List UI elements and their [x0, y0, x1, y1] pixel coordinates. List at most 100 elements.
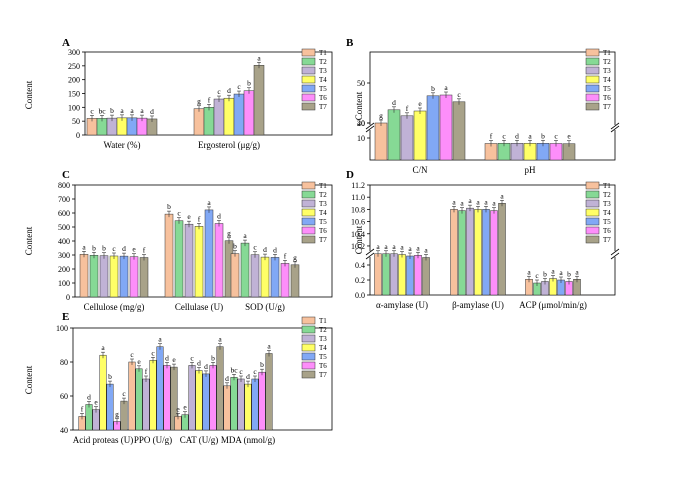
legend-label: T6 — [603, 94, 611, 102]
panel-c-ylabel: Content — [24, 226, 34, 255]
significance-letter: b — [543, 270, 547, 279]
significance-letter: b — [431, 84, 435, 93]
legend-swatch-t4 — [585, 208, 600, 217]
significance-letter: d — [273, 245, 277, 254]
x-category-label: Acid proteas (U) — [73, 435, 133, 445]
legend-swatch-t4 — [301, 343, 316, 352]
bar-d-t6-1 — [490, 210, 498, 296]
legend-label: T2 — [603, 191, 611, 199]
panel-a-label: A — [62, 37, 70, 49]
significance-letter: d — [225, 374, 229, 383]
bar-c-t2-2 — [240, 242, 250, 298]
bar-c-t7-0 — [139, 257, 149, 298]
bar-e-t4-0 — [99, 354, 107, 431]
x-category-label: PPO (U/g) — [134, 435, 172, 445]
significance-letter: b — [247, 79, 251, 88]
bar-d-t3-1 — [466, 207, 474, 296]
bar-b-t5-0 — [426, 95, 440, 161]
y-tick-label: 50 — [357, 79, 365, 88]
significance-letter: b — [541, 131, 545, 140]
significance-letter: d — [246, 372, 250, 381]
significance-letter: b — [567, 270, 571, 279]
legend-swatch-t6 — [301, 93, 316, 102]
significance-letter: e — [172, 355, 176, 364]
legend-swatch-t1 — [585, 48, 600, 57]
significance-letter: d — [392, 98, 396, 107]
significance-letter: a — [140, 106, 144, 115]
y-tick-label: 10.8 — [351, 205, 365, 214]
y-tick-label: 11.2 — [351, 181, 365, 190]
bar-c-t7-2 — [290, 264, 300, 298]
legend-swatch-t1 — [585, 181, 600, 190]
significance-letter: a — [559, 268, 563, 277]
y-tick-label: 100 — [56, 324, 68, 333]
panel-a-ylabel: Content — [24, 80, 34, 109]
legend-swatch-t2 — [585, 190, 600, 199]
legend-swatch-t4 — [301, 208, 316, 217]
significance-letter: c — [502, 131, 506, 140]
significance-letter: a — [527, 267, 531, 276]
y-tick-label: 20 — [357, 119, 365, 128]
y-tick-label: 10.6 — [351, 218, 365, 227]
bar-c-t1-0 — [79, 254, 89, 298]
y-tick-label: 100 — [58, 279, 70, 288]
legend-swatch-t7 — [301, 370, 316, 379]
bar-e-t7-3 — [265, 353, 273, 431]
legend-label: T3 — [319, 200, 327, 208]
legend-label: T1 — [603, 182, 611, 190]
legend-swatch-t3 — [301, 199, 316, 208]
bar-e-t3-1 — [142, 378, 150, 431]
significance-letter: b — [211, 353, 215, 362]
bar-c-t4-1 — [194, 226, 204, 298]
legend-swatch-t5 — [301, 84, 316, 93]
bar-e-t1-1 — [128, 361, 136, 431]
significance-letter: a — [468, 196, 472, 205]
significance-letter: a — [376, 242, 380, 251]
significance-letter: a — [400, 243, 404, 252]
bar-c-t5-1 — [204, 209, 214, 298]
legend-label: T7 — [319, 371, 327, 379]
y-tick-label: 200 — [68, 76, 80, 85]
bar-d-t5-1 — [482, 209, 490, 296]
bar-e-t3-2 — [188, 365, 196, 431]
bar-e-t5-2 — [202, 373, 210, 431]
legend-label: T2 — [319, 326, 327, 334]
legend-label: T4 — [603, 76, 611, 84]
y-tick-label: 700 — [58, 195, 70, 204]
bar-d-t2-0 — [382, 253, 390, 296]
significance-letter: a — [492, 199, 496, 208]
x-category-label: MDA (nmol/g) — [221, 435, 275, 445]
legend-label: T2 — [319, 58, 327, 66]
axis-break-mark — [365, 252, 375, 260]
bar-b-t2-0 — [387, 109, 401, 161]
significance-letter: d — [122, 244, 126, 253]
legend-swatch-t5 — [301, 217, 316, 226]
x-category-label: Cellulase (U) — [175, 302, 223, 312]
axis-break-mark — [610, 125, 620, 133]
bar-e-t3-0 — [92, 409, 100, 431]
legend-label: T5 — [603, 85, 611, 93]
significance-letter: a — [243, 231, 247, 240]
legend-label: T3 — [319, 335, 327, 343]
bar-e-t2-0 — [85, 404, 93, 431]
legend-swatch-t6 — [301, 361, 316, 370]
significance-letter: c — [253, 367, 257, 376]
legend-swatch-t3 — [585, 199, 600, 208]
y-tick-label: 200 — [58, 265, 70, 274]
bar-e-t2-3 — [230, 377, 238, 431]
bar-e-t7-0 — [120, 400, 128, 431]
bar-e-t4-1 — [149, 360, 157, 431]
panel-b-label: B — [346, 37, 354, 49]
bar-d-t1-1 — [450, 209, 458, 296]
legend-label: T6 — [319, 362, 327, 370]
legend-label: T7 — [603, 103, 611, 111]
significance-letter: a — [158, 335, 162, 344]
significance-letter: e — [137, 357, 141, 366]
legend-swatch-t2 — [301, 190, 316, 199]
panel-e-ylabel: Content — [24, 365, 34, 394]
y-tick-label: 500 — [58, 223, 70, 232]
significance-letter: b — [233, 242, 237, 251]
legend-swatch-t2 — [301, 325, 316, 334]
significance-letter: f — [490, 132, 493, 141]
